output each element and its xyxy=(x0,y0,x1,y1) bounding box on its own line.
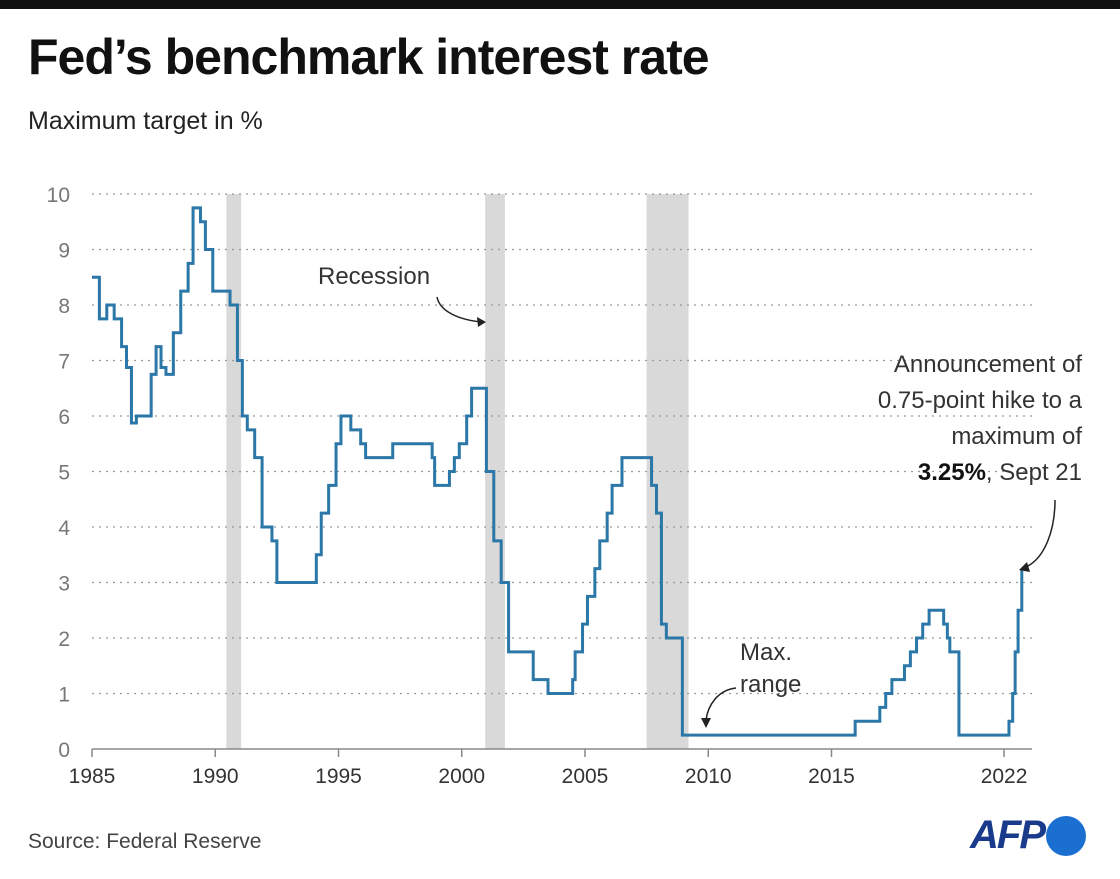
afp-logo-dot xyxy=(1046,815,1086,856)
announce-date: , Sept 21 xyxy=(986,459,1082,486)
rate-line xyxy=(92,206,1024,737)
y-tick-label: 0 xyxy=(58,739,70,762)
y-tick-label: 3 xyxy=(58,573,70,596)
announce-arrowhead xyxy=(1019,562,1030,572)
x-tick-label: 2000 xyxy=(438,765,485,788)
x-tick-label: 2010 xyxy=(685,765,732,788)
recession-arrow xyxy=(436,296,483,323)
recession-label: Recession xyxy=(318,263,430,290)
y-tick-label: 5 xyxy=(58,462,70,485)
max-range-label-2: range xyxy=(740,671,801,698)
y-tick-label: 8 xyxy=(58,295,70,318)
x-tick-label: 2022 xyxy=(981,765,1028,788)
x-tick-label: 2015 xyxy=(808,765,855,788)
source-note: Source: Federal Reserve xyxy=(28,830,262,853)
top-bar xyxy=(0,0,1120,9)
max-range-arrow xyxy=(705,687,737,721)
announce-line-4: 3.25%, Sept 21 xyxy=(918,459,1082,486)
announce-line-1: Announcement of xyxy=(894,351,1082,378)
y-tick-label: 4 xyxy=(58,517,70,540)
announce-arrow xyxy=(1025,499,1056,568)
x-tick-label: 1995 xyxy=(315,765,362,788)
announce-line-2: 0.75-point hike to a xyxy=(878,387,1083,414)
y-tick-label: 9 xyxy=(58,240,70,263)
x-tick-label: 1985 xyxy=(69,765,116,788)
x-tick-label: 1990 xyxy=(192,765,239,788)
y-tick-label: 6 xyxy=(58,406,70,429)
recession-arrowhead xyxy=(477,317,486,327)
announce-value: 3.25% xyxy=(918,459,986,486)
chart-title: Fed’s benchmark interest rate xyxy=(28,29,710,85)
announce-line-3: maximum of xyxy=(951,423,1082,450)
y-tick-label: 1 xyxy=(58,684,70,707)
x-tick-label: 2005 xyxy=(562,765,609,788)
y-tick-label: 2 xyxy=(58,628,70,651)
max-range-label-1: Max. xyxy=(740,639,792,666)
afp-logo-text: AFP xyxy=(970,813,1046,857)
y-tick-label: 7 xyxy=(58,351,70,374)
chart-subtitle: Maximum target in % xyxy=(28,107,263,135)
afp-logo: AFP xyxy=(970,813,1086,858)
y-tick-label: 10 xyxy=(47,184,70,207)
max-range-arrowhead xyxy=(701,718,711,728)
